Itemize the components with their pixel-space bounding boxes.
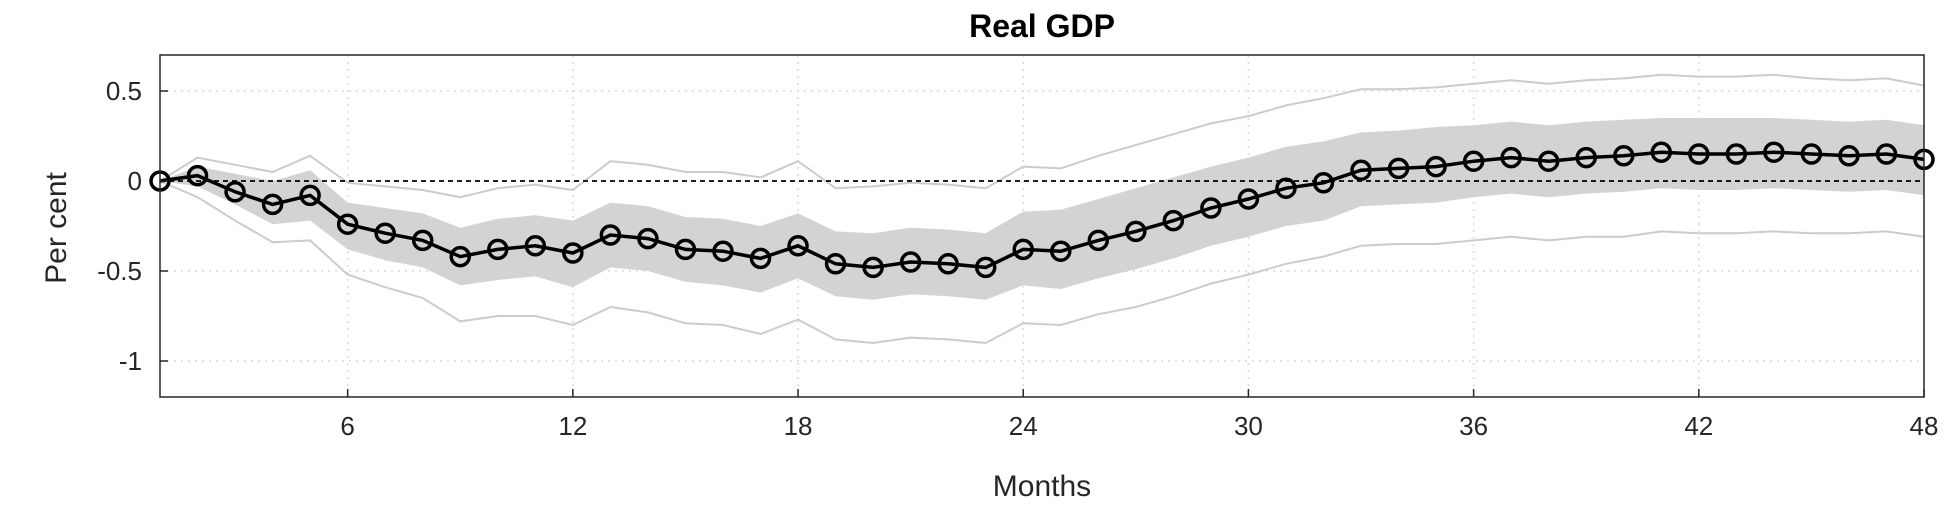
median-point xyxy=(1275,177,1297,199)
median-point xyxy=(1050,240,1072,262)
median-point xyxy=(862,256,884,279)
y-axis-ticks: 0.5 0 -0.5 -1 xyxy=(97,76,168,376)
median-point xyxy=(937,253,959,275)
median-point xyxy=(1237,188,1260,210)
x-tick-label: 30 xyxy=(1234,411,1263,441)
median-point xyxy=(1500,146,1522,169)
chart-title: Real GDP xyxy=(969,8,1115,44)
median-point xyxy=(224,181,246,203)
median-point xyxy=(1575,146,1597,169)
median-point xyxy=(1763,141,1785,163)
plot-frame xyxy=(159,54,1925,398)
x-tick-label: 36 xyxy=(1459,411,1488,441)
median-point xyxy=(899,251,922,273)
median-point xyxy=(1462,150,1485,172)
median-point xyxy=(749,247,772,270)
x-tick-label: 48 xyxy=(1910,411,1939,441)
median-point xyxy=(1087,229,1110,252)
median-point xyxy=(411,229,434,252)
median-point xyxy=(186,164,209,187)
median-point xyxy=(299,184,321,207)
x-axis-title: Months xyxy=(993,470,1091,503)
median-point xyxy=(1612,145,1635,167)
inner-band-area xyxy=(160,118,1924,300)
median-point xyxy=(637,227,659,250)
y-tick-label: -1 xyxy=(119,346,142,376)
median-point xyxy=(449,245,472,268)
median-point xyxy=(336,213,359,235)
median-point xyxy=(1387,157,1410,180)
median-point xyxy=(824,253,847,275)
median-point xyxy=(599,224,622,246)
median-point xyxy=(487,238,509,261)
median-point xyxy=(1350,159,1372,181)
x-tick-label: 42 xyxy=(1684,411,1713,441)
confidence-bands xyxy=(159,73,1925,345)
y-tick-label: 0 xyxy=(128,166,142,196)
median-point xyxy=(1012,238,1034,261)
median-point xyxy=(1200,197,1222,219)
median-point xyxy=(674,238,697,261)
median-point xyxy=(712,240,734,262)
median-point xyxy=(1162,209,1185,232)
median-point xyxy=(1125,220,1147,243)
median-point xyxy=(1537,150,1560,172)
x-tick-label: 6 xyxy=(340,411,354,441)
median-point xyxy=(374,222,396,244)
x-axis-ticks: 6 12 18 24 30 36 42 48 xyxy=(340,389,1938,441)
median-point xyxy=(1838,145,1860,167)
median-point xyxy=(1650,141,1673,163)
median-line xyxy=(159,150,1925,270)
median-point xyxy=(787,235,809,257)
outer-band-lower-line xyxy=(159,180,1925,345)
y-axis-title: Per cent xyxy=(40,171,73,283)
median-point xyxy=(261,193,284,216)
x-tick-label: 24 xyxy=(1009,411,1038,441)
median-point xyxy=(524,235,547,257)
median-series xyxy=(149,141,1935,279)
median-point xyxy=(974,256,997,279)
median-point xyxy=(1425,155,1447,178)
y-tick-label: 0.5 xyxy=(106,76,142,106)
median-point xyxy=(1875,143,1898,165)
median-point xyxy=(1688,143,1710,165)
x-tick-label: 18 xyxy=(784,411,813,441)
median-point xyxy=(1800,143,1823,165)
x-tick-label: 12 xyxy=(558,411,587,441)
outer-band-upper-line xyxy=(159,73,1925,199)
y-tick-label: -0.5 xyxy=(97,256,142,286)
median-point xyxy=(1312,172,1335,194)
median-point xyxy=(1725,143,1748,165)
median-point xyxy=(562,242,584,264)
